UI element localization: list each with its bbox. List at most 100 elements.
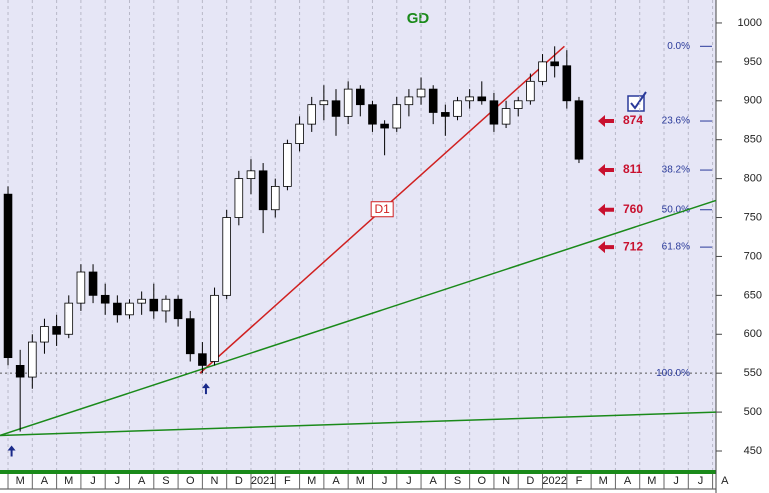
candle-body	[258, 170, 268, 211]
candle-body	[392, 104, 402, 129]
x-tick-label: J	[406, 475, 412, 487]
pivot-arrow	[201, 383, 210, 395]
x-tick-label: M	[64, 475, 73, 487]
candle-body	[295, 123, 304, 144]
arrow-label: 874	[623, 113, 643, 127]
candle-body	[562, 65, 572, 102]
candle-body	[246, 170, 256, 180]
x-tick-label: M	[356, 475, 365, 487]
fib-label: 50.0%	[662, 204, 690, 215]
x-tick-label: J	[698, 475, 704, 487]
candle-body	[198, 353, 207, 366]
x-tick-label: A	[430, 475, 438, 487]
arrow-label: 811	[623, 162, 643, 176]
candle-body	[270, 185, 280, 211]
fib-label: 23.6%	[662, 116, 690, 127]
x-tick-label: J	[115, 475, 121, 487]
x-tick-label: A	[332, 475, 340, 487]
fib-label: 0.0%	[667, 41, 690, 52]
candle-body	[416, 88, 426, 98]
fib-label: 100.0%	[656, 368, 690, 379]
candle-body	[40, 326, 49, 343]
arrow	[598, 164, 614, 177]
candle-body	[538, 61, 547, 82]
candle-body	[550, 61, 559, 67]
candle-body	[161, 298, 171, 312]
y-tick-label: 500	[744, 406, 762, 418]
candle-body	[513, 100, 523, 109]
candle-body	[100, 294, 110, 304]
arrow-label: 712	[623, 239, 643, 253]
checkbox[interactable]	[627, 91, 647, 112]
trendline	[0, 199, 717, 437]
x-tick-label: A	[624, 475, 632, 487]
arrow-label: 760	[623, 202, 643, 216]
x-tick-label: 2022	[542, 475, 566, 487]
fib-label: 38.2%	[662, 165, 690, 176]
x-tick-label: M	[307, 475, 316, 487]
x-tick-label: 2021	[251, 475, 275, 487]
candle-body	[64, 302, 74, 335]
candle-body	[319, 100, 329, 106]
y-tick-label: 650	[744, 289, 762, 301]
candle-body	[428, 88, 438, 113]
y-tick-label: 950	[744, 56, 762, 68]
candle-body	[441, 112, 450, 117]
arrow	[598, 203, 614, 216]
x-tick-label: D	[526, 475, 534, 487]
arrow	[598, 115, 614, 128]
trendline	[0, 411, 717, 437]
candle-body	[76, 271, 86, 304]
y-tick-label: 800	[744, 173, 762, 185]
y-tick-label: 550	[744, 367, 762, 379]
checkbox-check	[630, 91, 647, 110]
x-tick-label: M	[16, 475, 25, 487]
x-tick-label: N	[211, 475, 219, 487]
candle-body	[149, 298, 159, 312]
trendline-label-box	[370, 201, 394, 218]
candle-body	[343, 88, 353, 117]
chart-title: GD	[407, 10, 430, 27]
candle-body	[28, 341, 37, 378]
x-tick-label: F	[284, 475, 291, 487]
x-tick-label: M	[647, 475, 656, 487]
candle-body	[453, 100, 462, 117]
candle-body	[501, 108, 511, 125]
candle-body	[3, 193, 13, 359]
y-tick-label: 600	[744, 328, 762, 340]
candle-body	[113, 302, 122, 316]
x-tick-label: F	[576, 475, 583, 487]
candle-body	[52, 326, 61, 335]
candle-body	[380, 123, 389, 129]
candle-body	[356, 88, 365, 106]
x-tick-label: N	[502, 475, 510, 487]
candle-body	[283, 143, 292, 187]
candle-body	[489, 100, 499, 125]
candle-body	[222, 217, 231, 296]
x-tick-label: S	[162, 475, 169, 487]
candle-body	[574, 100, 584, 160]
x-axis-band	[0, 470, 716, 474]
plot-area	[0, 0, 716, 470]
candle-body	[331, 100, 341, 117]
candle-body	[137, 298, 146, 304]
x-tick-label: O	[478, 475, 487, 487]
candle-body	[173, 298, 183, 320]
candle-body	[307, 104, 317, 125]
x-tick-label: A	[721, 475, 729, 487]
arrow	[598, 241, 614, 254]
candle-body	[368, 104, 377, 125]
candle-body	[125, 302, 134, 316]
candle-body	[185, 318, 195, 355]
candle-body	[526, 80, 535, 102]
x-tick-label: S	[454, 475, 461, 487]
candle-body	[210, 294, 219, 362]
candle-body	[477, 96, 487, 102]
y-tick-label: 1000	[738, 17, 762, 29]
y-tick-label: 900	[744, 95, 762, 107]
pivot-arrow	[7, 445, 16, 457]
x-tick-label: J	[673, 475, 679, 487]
candle-body	[465, 96, 474, 102]
candle-body	[15, 364, 25, 378]
